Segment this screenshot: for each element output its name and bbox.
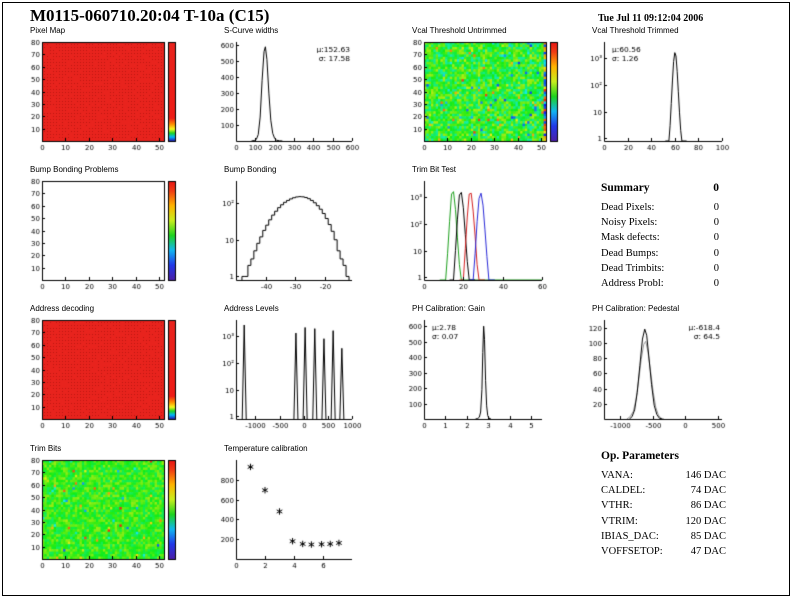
trim-bit-test-panel: Trim Bit Test xyxy=(402,165,552,293)
summary-label: Dead Pixels: xyxy=(601,202,655,213)
page-title: M0115-060710.20:04 T-10a (C15) xyxy=(30,6,270,25)
op-parameter-value: 47 DAC xyxy=(690,546,726,558)
address-levels-histogram xyxy=(214,314,362,432)
op-parameters-panel: Op. Parameters VANA: 146 DAC CALDEL: 74 DA… xyxy=(601,450,726,559)
op-parameters-title: Op. Parameters xyxy=(601,450,679,462)
ph-gain-histogram xyxy=(402,314,552,432)
op-parameter-label: CALDEL: xyxy=(601,485,646,497)
summary-row: Mask defects: 0 xyxy=(601,230,719,245)
summary-label: Mask defects: xyxy=(601,232,660,244)
bump-bonding-problems-panel: Bump Bonding Problems xyxy=(20,165,188,293)
pixel-map-heatmap xyxy=(20,36,188,154)
summary-value: 0 xyxy=(713,232,719,244)
summary-total: 0 xyxy=(713,182,719,194)
chart-title: Vcal Threshold Trimmed xyxy=(592,26,679,35)
summary-row: Dead Pixels: 0 xyxy=(601,200,719,215)
pixel-map-panel: Pixel Map xyxy=(20,26,188,154)
bump-bonding-panel: Bump Bonding xyxy=(214,165,362,293)
vcal-untrimmed-heatmap xyxy=(402,36,570,154)
summary-row: Address Probl: 0 xyxy=(601,276,719,291)
vcal-untrimmed-panel: Vcal Threshold Untrimmed xyxy=(402,26,570,154)
temperature-calibration-scatter xyxy=(214,454,362,572)
trim-bits-panel: Trim Bits xyxy=(20,444,188,572)
op-parameter-value: 146 DAC xyxy=(685,470,726,481)
bump-bonding-problems-map xyxy=(20,175,188,293)
op-parameter-label: IBIAS_DAC: xyxy=(601,530,659,542)
canvas-border xyxy=(2,2,790,596)
summary-value: 0 xyxy=(713,202,719,213)
op-parameter-value: 120 DAC xyxy=(685,515,726,527)
vcal-trimmed-histogram xyxy=(582,36,732,154)
summary-value: 0 xyxy=(713,278,719,290)
op-parameter-row: IBIAS_DAC: 85 DAC xyxy=(601,529,726,544)
op-parameter-row: VTHR: 86 DAC xyxy=(601,498,726,513)
chart-title: Address decoding xyxy=(30,304,95,313)
chart-title: Bump Bonding xyxy=(224,165,277,174)
chart-title: Trim Bits xyxy=(30,444,62,453)
trim-bits-heatmap xyxy=(20,454,188,572)
chart-title: Trim Bit Test xyxy=(412,165,457,174)
chart-title: Address Levels xyxy=(224,304,279,313)
op-parameter-value: 74 DAC xyxy=(690,485,726,497)
chart-title: Bump Bonding Problems xyxy=(30,165,119,174)
bump-bonding-histogram xyxy=(214,175,362,293)
summary-value: 0 xyxy=(713,217,719,229)
op-parameter-row: VOFFSETOP: 47 DAC xyxy=(601,544,726,559)
chart-title: Temperature calibration xyxy=(224,444,308,453)
op-parameter-value: 85 DAC xyxy=(690,530,726,542)
summary-title: Summary xyxy=(601,182,650,194)
summary-label: Address Probl: xyxy=(601,278,664,290)
summary-row: Dead Bumps: 0 xyxy=(601,246,719,261)
op-parameter-row: CALDEL: 74 DAC xyxy=(601,483,726,498)
summary-value: 0 xyxy=(713,247,719,259)
vcal-trimmed-panel: Vcal Threshold Trimmed xyxy=(582,26,732,154)
op-parameter-label: VTHR: xyxy=(601,500,633,512)
op-parameter-row: VTRIM: 120 DAC xyxy=(601,514,726,529)
chart-title: S-Curve widths xyxy=(224,26,279,35)
trim-bit-test-histogram xyxy=(402,175,552,293)
summary-panel: Summary 0 Dead Pixels: 0 Noisy Pixels: 0 M… xyxy=(601,182,719,291)
chart-title: PH Calibration: Gain xyxy=(412,304,485,313)
timestamp: Tue Jul 11 09:12:04 2006 xyxy=(598,13,704,24)
op-parameter-label: VANA: xyxy=(601,470,633,481)
ph-pedestal-histogram xyxy=(582,314,732,432)
op-parameter-label: VTRIM: xyxy=(601,515,638,527)
ph-pedestal-panel: PH Calibration: Pedestal xyxy=(582,304,732,432)
s-curve-widths-histogram xyxy=(214,36,362,154)
summary-row: Noisy Pixels: 0 xyxy=(601,215,719,230)
address-levels-panel: Address Levels xyxy=(214,304,362,432)
temperature-calibration-panel: Temperature calibration xyxy=(214,444,362,572)
summary-value: 0 xyxy=(713,262,719,274)
chart-title: Vcal Threshold Untrimmed xyxy=(412,26,507,35)
summary-label: Noisy Pixels: xyxy=(601,217,658,229)
s-curve-widths-panel: S-Curve widths xyxy=(214,26,362,154)
summary-row: Dead Trimbits: 0 xyxy=(601,261,719,276)
op-parameter-row: VANA: 146 DAC xyxy=(601,468,726,483)
summary-label: Dead Trimbits: xyxy=(601,262,665,274)
op-parameter-value: 86 DAC xyxy=(690,500,726,512)
op-parameter-label: VOFFSETOP: xyxy=(601,546,663,558)
address-decoding-panel: Address decoding xyxy=(20,304,188,432)
chart-title: PH Calibration: Pedestal xyxy=(592,304,680,313)
address-decoding-heatmap xyxy=(20,314,188,432)
ph-gain-panel: PH Calibration: Gain xyxy=(402,304,552,432)
summary-label: Dead Bumps: xyxy=(601,247,659,259)
chart-title: Pixel Map xyxy=(30,26,66,35)
